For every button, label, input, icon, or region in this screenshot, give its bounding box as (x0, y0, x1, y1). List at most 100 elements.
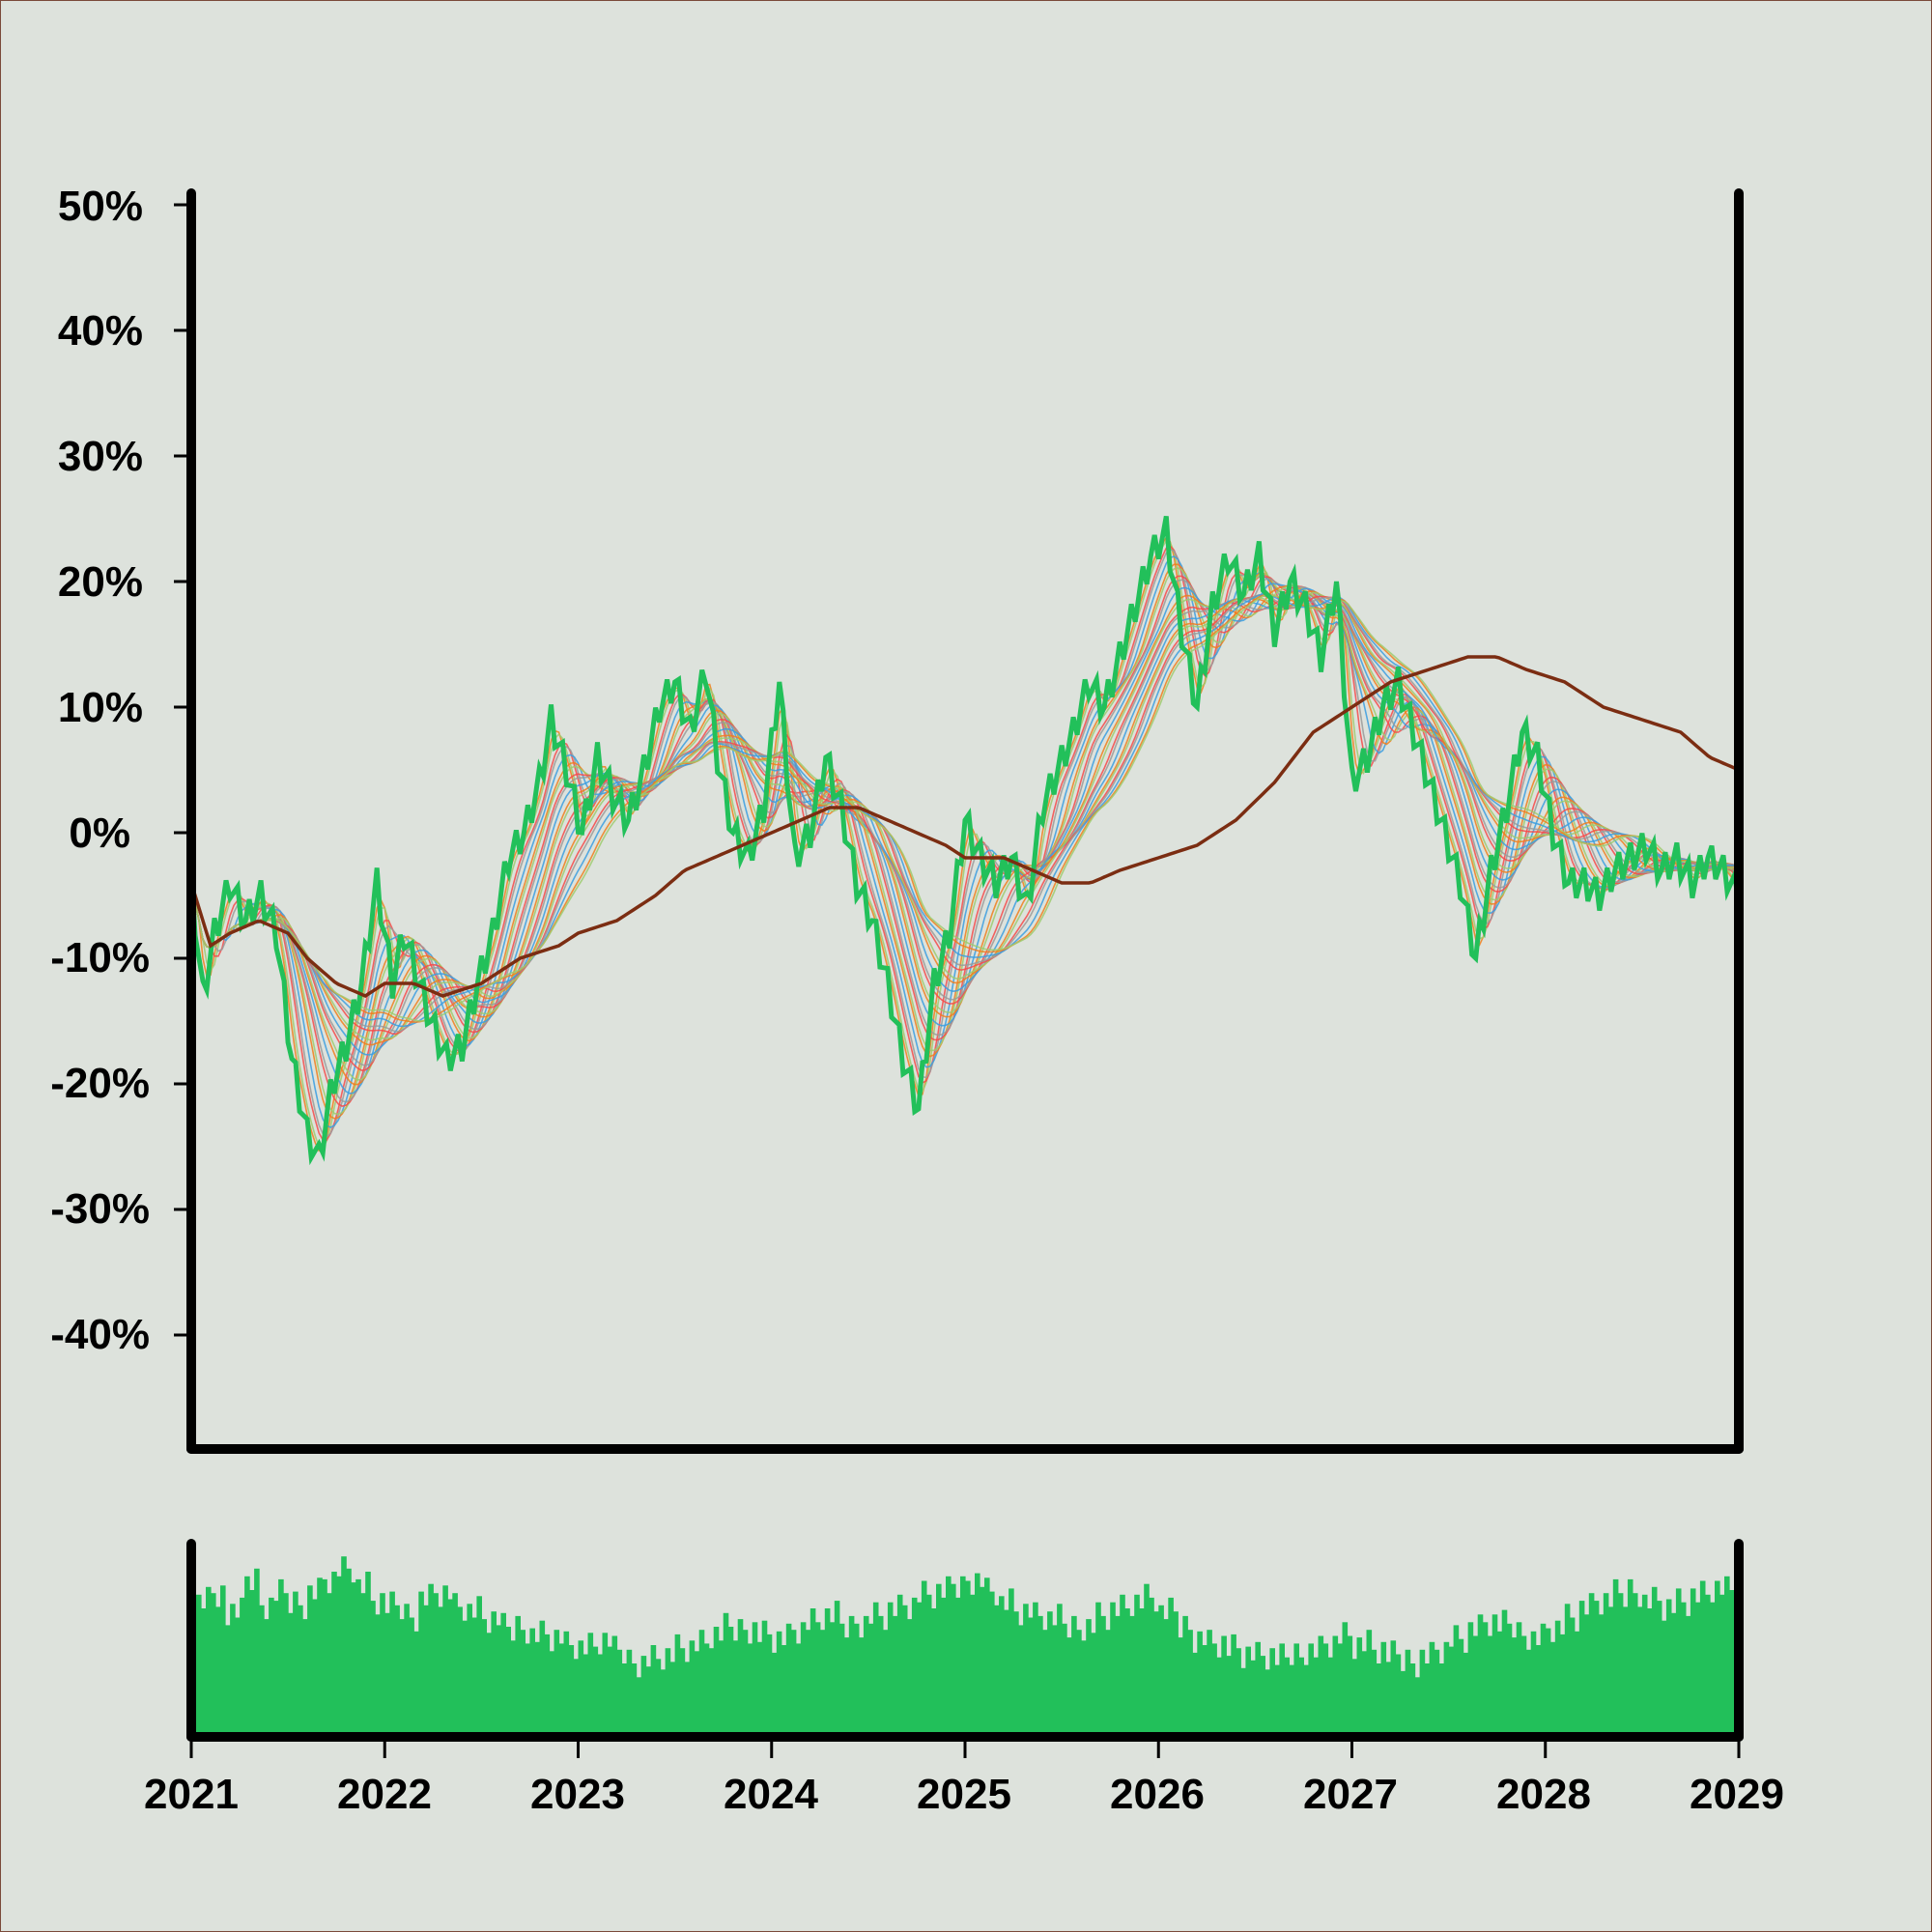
volume-bar (1173, 1611, 1179, 1737)
x-tick-label: 2027 (1303, 1771, 1398, 1818)
volume-bar (1598, 1614, 1605, 1737)
ribbon-line (190, 590, 1740, 1046)
volume-bar (351, 1582, 356, 1737)
volume-bar (941, 1597, 947, 1737)
volume-bar (814, 1622, 821, 1738)
volume-bar (365, 1572, 371, 1737)
volume-bar (370, 1601, 376, 1737)
volume-bar (491, 1611, 497, 1737)
volume-bar (1607, 1606, 1614, 1737)
volume-bar (1632, 1593, 1638, 1737)
volume-bar (892, 1615, 898, 1737)
volume-bar (1250, 1660, 1256, 1737)
volume-bar (1603, 1593, 1609, 1737)
volume-bar (558, 1643, 565, 1737)
volume-bar (689, 1640, 696, 1738)
volume-bar (1100, 1615, 1106, 1737)
volume-bar (776, 1631, 782, 1737)
volume-bar (293, 1591, 298, 1737)
volume-bar (1419, 1649, 1426, 1738)
volume-bar (1458, 1638, 1464, 1737)
volume-bar (573, 1659, 580, 1738)
volume-bar (1535, 1645, 1542, 1737)
volume-bar (1163, 1619, 1169, 1737)
volume-bar (211, 1593, 216, 1737)
volume-bar (906, 1619, 913, 1737)
volume-bar (298, 1605, 303, 1737)
volume-bar (1037, 1615, 1043, 1737)
y-tick-label: 10% (58, 684, 143, 731)
volume-bar (496, 1625, 501, 1737)
volume-bar (1322, 1643, 1329, 1737)
volume-bar (882, 1630, 889, 1737)
volume-bar (1429, 1641, 1435, 1737)
volume-bar (655, 1659, 662, 1738)
volume-bar (1071, 1615, 1077, 1737)
volume-bar (645, 1666, 652, 1737)
volume-bar (1414, 1677, 1421, 1738)
volume-bar (911, 1597, 918, 1737)
volume-bar (810, 1608, 816, 1737)
volume-bar (476, 1596, 482, 1737)
volume-bar (756, 1641, 763, 1737)
volume-bar (665, 1648, 671, 1737)
volume-bar (1023, 1604, 1029, 1738)
volume-bar (984, 1577, 990, 1737)
volume-bar (355, 1578, 361, 1737)
volume-bar (1511, 1637, 1518, 1737)
volume-bar (206, 1586, 212, 1737)
volume-bar (1182, 1615, 1188, 1737)
volume-bar (1062, 1623, 1067, 1737)
volume-bar (1144, 1583, 1150, 1737)
volume-bar (1675, 1588, 1682, 1737)
volume-bar (1554, 1620, 1561, 1737)
volume-bar (602, 1633, 609, 1737)
volume-bar (1719, 1594, 1725, 1738)
volume-bar (1540, 1623, 1547, 1737)
volume-bar (433, 1593, 439, 1737)
volume-bar (1617, 1593, 1624, 1737)
volume-bar (1622, 1606, 1629, 1737)
volume-bar (273, 1601, 279, 1737)
volume-bar (380, 1593, 385, 1737)
volume-bar (1680, 1602, 1687, 1737)
volume-bar (1434, 1649, 1440, 1738)
volume-bar (761, 1620, 768, 1737)
volume-bar (925, 1594, 932, 1738)
volume-bar (288, 1612, 294, 1738)
volume-bar (867, 1623, 874, 1737)
volume-bar (843, 1637, 850, 1737)
volume-bar (1583, 1614, 1590, 1737)
volume-bar (249, 1590, 255, 1737)
volume-bar (394, 1605, 400, 1737)
volume-bar (1670, 1612, 1677, 1738)
x-tick-label: 2024 (724, 1771, 818, 1818)
volume-bar (951, 1583, 956, 1737)
volume-bar (970, 1594, 976, 1738)
volume-bar (1496, 1631, 1503, 1737)
volume-bar (1284, 1657, 1290, 1737)
volume-bar (1269, 1648, 1275, 1737)
volume-bar (636, 1677, 642, 1738)
volume-bar (819, 1630, 826, 1737)
volume-bar (901, 1605, 908, 1737)
volume-bar (1661, 1620, 1667, 1737)
volume-bar (872, 1602, 879, 1737)
volume-bar (1501, 1609, 1508, 1737)
volume-bar (916, 1602, 923, 1737)
volume-bar (631, 1663, 638, 1737)
volume-bar (1211, 1643, 1217, 1737)
volume-bar (1467, 1622, 1474, 1738)
volume-bar (428, 1583, 434, 1737)
x-tick-label: 2028 (1496, 1771, 1591, 1818)
volume-bar (616, 1649, 623, 1738)
volume-bar (1028, 1617, 1034, 1737)
volume-bar (1569, 1617, 1576, 1737)
volume-bar (1293, 1643, 1299, 1737)
volume-bar (1115, 1615, 1121, 1737)
volume-bar (384, 1612, 390, 1738)
volume-bar (1124, 1608, 1130, 1737)
volume-bar (220, 1585, 226, 1738)
volume-bar (1715, 1580, 1720, 1737)
volume-bar (1641, 1594, 1648, 1738)
